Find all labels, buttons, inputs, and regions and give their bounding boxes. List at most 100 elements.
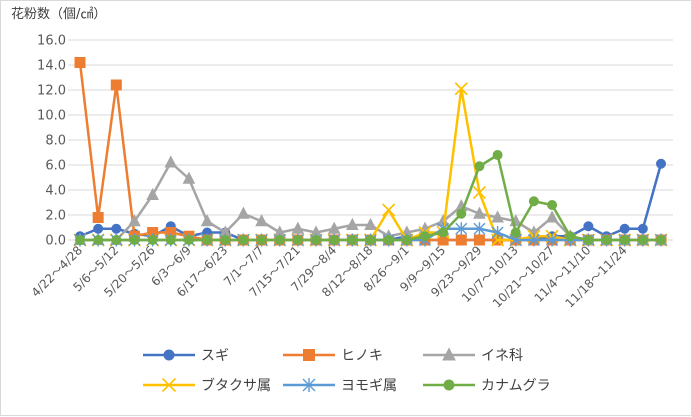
data-point <box>237 206 250 219</box>
y-tick-label: 8.0 <box>45 134 66 149</box>
series-group <box>73 57 668 247</box>
data-point <box>473 234 485 246</box>
data-point <box>365 235 376 245</box>
y-tick-label: 12.0 <box>37 84 66 99</box>
legend-item: ブタクサ属 <box>143 377 271 394</box>
y-axis-label: 花粉数（個/㎠） <box>11 6 106 22</box>
legend-item: イネ科 <box>423 347 523 364</box>
y-tick-label: 10.0 <box>37 109 66 124</box>
data-point <box>454 82 468 96</box>
legend-label: イネ科 <box>481 348 523 364</box>
y-tick-label: 0.0 <box>45 234 66 249</box>
y-tick-label: 4.0 <box>45 184 66 199</box>
y-tick-label: 6.0 <box>45 159 66 174</box>
data-point <box>110 79 122 91</box>
data-point <box>92 212 104 223</box>
data-point <box>492 150 503 160</box>
data-point <box>656 158 666 169</box>
data-point <box>292 235 303 245</box>
x-tick-labels: 4/22～4/285/6～5/125/20～5/266/3～6/96/17～6/… <box>29 243 630 310</box>
data-point <box>202 235 213 245</box>
data-point <box>583 235 594 245</box>
data-point <box>527 233 540 247</box>
legend-item: スギ <box>143 348 229 364</box>
data-point <box>456 208 467 219</box>
data-point <box>146 187 159 200</box>
data-point <box>455 222 468 236</box>
legend-item: ヒノキ <box>283 348 383 364</box>
legend-label: カナムグラ <box>481 378 551 394</box>
data-point <box>528 196 539 207</box>
data-point <box>74 57 86 68</box>
legend-label: スギ <box>201 348 229 364</box>
data-point <box>545 210 559 223</box>
data-point <box>347 235 358 245</box>
series-2 <box>74 57 667 246</box>
data-point <box>455 234 467 246</box>
data-point <box>128 214 141 227</box>
data-point <box>443 379 455 391</box>
data-point <box>473 222 486 236</box>
data-point <box>472 185 487 200</box>
data-point <box>183 235 194 245</box>
data-point <box>327 221 341 234</box>
data-point <box>619 235 630 245</box>
data-point <box>93 223 104 234</box>
legend-label: ヒノキ <box>341 348 383 364</box>
data-point <box>637 223 648 234</box>
data-point <box>346 217 359 230</box>
data-point <box>510 227 521 238</box>
data-point <box>165 235 176 245</box>
data-point <box>419 231 430 242</box>
y-tick-label: 2.0 <box>45 209 66 224</box>
data-point <box>438 227 449 238</box>
data-point <box>401 235 412 245</box>
data-point <box>302 378 316 392</box>
data-point <box>182 171 196 184</box>
series-line <box>78 62 661 242</box>
legend-label: ブタクサ属 <box>201 377 271 394</box>
data-point <box>491 226 504 239</box>
data-point <box>546 233 559 247</box>
data-point <box>442 347 456 361</box>
gridlines <box>68 39 673 241</box>
legend-label: ヨモギ属 <box>341 378 397 394</box>
data-point <box>329 235 340 245</box>
y-tick-labels: 0.0 2.0 4.0 6.0 8.0 10.0 12.0 14.0 16.0 <box>37 34 66 249</box>
data-point <box>161 377 177 393</box>
data-point <box>474 161 485 172</box>
data-point <box>637 235 648 245</box>
data-point <box>383 235 394 245</box>
data-point <box>601 235 612 245</box>
data-point <box>583 221 594 232</box>
data-point <box>220 235 231 245</box>
legend-item: カナムグラ <box>423 378 551 394</box>
data-point <box>238 235 249 245</box>
legend-item: ヨモギ属 <box>283 378 397 394</box>
data-point <box>291 221 305 234</box>
data-point <box>93 235 104 245</box>
data-point <box>147 235 158 245</box>
data-point <box>303 349 315 361</box>
data-point <box>382 203 396 217</box>
series-6 <box>75 150 666 245</box>
data-point <box>200 214 214 227</box>
data-point <box>364 217 377 230</box>
data-point <box>565 231 576 242</box>
data-point <box>75 235 85 245</box>
y-tick-label: 14.0 <box>37 59 66 74</box>
data-point <box>163 349 175 361</box>
data-point <box>473 206 486 219</box>
data-point <box>547 200 558 210</box>
data-point <box>311 235 322 245</box>
y-tick-label: 16.0 <box>37 34 66 49</box>
data-point <box>129 235 140 245</box>
data-point <box>619 223 630 234</box>
data-point <box>656 235 666 245</box>
data-point <box>256 235 267 245</box>
data-point <box>274 235 285 245</box>
data-point <box>111 223 122 234</box>
